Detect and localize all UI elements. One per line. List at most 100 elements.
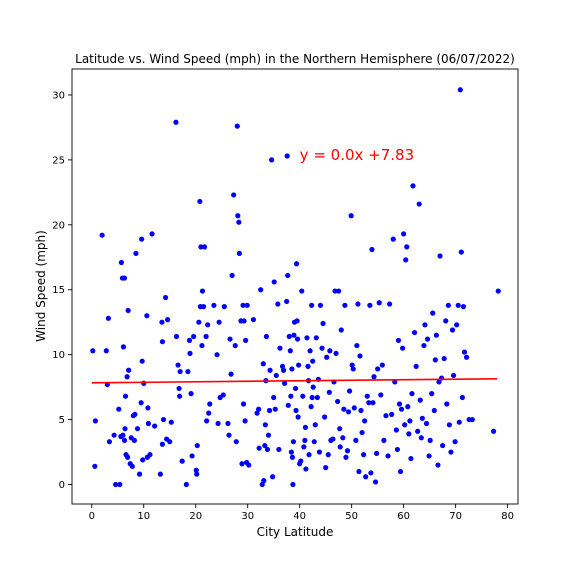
data-point — [197, 198, 203, 205]
data-point — [376, 300, 382, 306]
data-point — [293, 261, 300, 267]
data-point — [371, 374, 377, 380]
data-point — [448, 449, 454, 455]
data-point — [301, 444, 307, 450]
data-point — [165, 317, 171, 323]
data-point — [284, 298, 290, 305]
data-point — [267, 367, 273, 373]
data-point — [342, 302, 348, 308]
data-point — [450, 372, 457, 379]
data-point — [194, 442, 200, 449]
data-point — [383, 413, 389, 419]
data-point — [374, 450, 380, 456]
data-point — [221, 304, 227, 310]
data-point — [366, 400, 372, 406]
y-tick-label: 15 — [52, 285, 65, 296]
data-point — [348, 213, 354, 219]
regression-line-group — [91, 377, 498, 384]
data-point — [144, 313, 150, 319]
data-point — [205, 322, 211, 328]
data-point — [316, 449, 323, 455]
data-point — [90, 348, 96, 354]
data-point — [436, 379, 442, 385]
regression-line — [91, 377, 498, 384]
data-point — [201, 244, 208, 250]
data-point — [314, 394, 320, 401]
data-point — [183, 481, 189, 488]
data-point — [270, 474, 276, 480]
data-point — [303, 466, 309, 472]
data-point — [337, 444, 343, 450]
data-point — [446, 422, 452, 428]
data-point — [369, 246, 375, 253]
data-point — [397, 468, 404, 475]
data-point — [291, 332, 297, 338]
data-point — [317, 302, 324, 308]
data-point — [310, 358, 316, 364]
data-point — [120, 432, 126, 438]
data-point — [327, 348, 333, 354]
data-point — [460, 304, 467, 310]
data-point — [225, 420, 231, 427]
data-point — [309, 394, 315, 401]
data-point — [340, 435, 346, 441]
data-point — [426, 453, 432, 459]
data-point — [333, 350, 339, 356]
data-point — [403, 257, 409, 263]
data-point — [311, 439, 317, 445]
data-point — [445, 302, 451, 308]
data-point — [276, 446, 282, 453]
data-point — [234, 123, 240, 129]
data-point — [389, 411, 395, 418]
data-point — [444, 401, 450, 407]
data-point — [325, 452, 331, 458]
y-tick-label: 20 — [52, 220, 65, 231]
data-point — [392, 379, 398, 385]
data-point — [456, 419, 462, 425]
data-point — [378, 392, 384, 398]
data-point — [458, 249, 464, 255]
y-tick-label: 25 — [52, 155, 65, 166]
data-point — [220, 392, 226, 398]
data-point — [418, 435, 424, 441]
data-point — [129, 463, 135, 469]
data-point — [92, 418, 98, 424]
data-point — [495, 288, 501, 294]
data-point — [152, 423, 158, 429]
data-point — [338, 327, 344, 333]
data-point — [233, 439, 239, 445]
data-point — [350, 366, 356, 372]
data-point — [416, 201, 422, 207]
data-point — [293, 407, 299, 414]
x-tick-label: 80 — [501, 511, 514, 522]
x-tick-label: 10 — [137, 511, 150, 522]
data-point — [145, 405, 151, 411]
data-point — [290, 481, 296, 488]
data-point — [241, 318, 247, 324]
data-point — [272, 406, 278, 412]
data-point — [395, 337, 402, 343]
x-tick-label: 0 — [89, 511, 95, 522]
data-point — [364, 393, 370, 399]
regression-equation-annotation: y = 0.0x +7.83 — [300, 146, 414, 164]
data-point — [289, 366, 295, 372]
data-point — [157, 471, 163, 477]
data-point — [368, 470, 374, 476]
data-point — [133, 250, 139, 256]
data-point — [199, 342, 205, 349]
data-point — [461, 349, 468, 355]
data-point — [215, 420, 221, 427]
data-point — [177, 368, 183, 375]
data-point — [131, 437, 137, 443]
data-point — [136, 471, 143, 477]
data-point — [236, 219, 242, 225]
data-point — [294, 336, 301, 342]
data-point — [431, 407, 437, 414]
data-point — [400, 345, 406, 351]
data-point — [402, 422, 408, 428]
data-point — [370, 400, 376, 406]
x-tick-label: 20 — [189, 511, 202, 522]
data-point — [422, 322, 428, 328]
data-point — [188, 391, 194, 397]
